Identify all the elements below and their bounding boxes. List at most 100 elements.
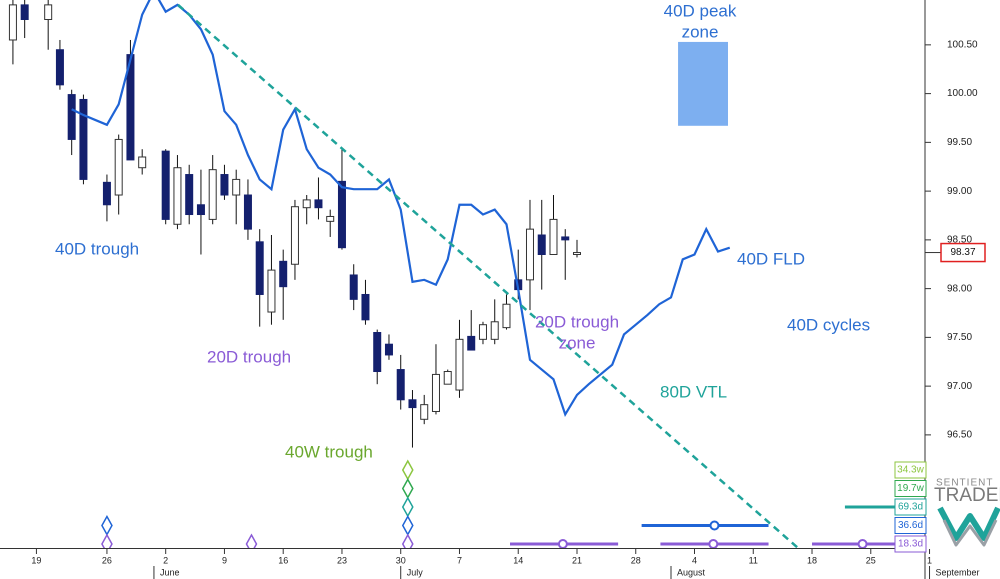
candle-body	[373, 332, 382, 373]
x-tick-label: 26	[102, 555, 112, 565]
annotation: 40D FLD	[737, 249, 805, 268]
cycle-label-box	[894, 461, 927, 479]
month-label: August	[677, 567, 706, 577]
candle-body	[173, 167, 182, 225]
y-tick-label: 98.00	[947, 283, 972, 294]
candle-body	[8, 4, 17, 41]
y-tick-label: 98.50	[947, 235, 972, 246]
last-price-label: 98.37	[950, 247, 975, 258]
candle-body	[561, 236, 570, 241]
x-tick-label: 2	[163, 555, 168, 565]
candle-body	[255, 241, 264, 295]
cycle-label: 69.3d	[898, 502, 923, 513]
x-tick-label: 18	[807, 555, 817, 565]
x-tick-label: 23	[337, 555, 347, 565]
candle-body	[79, 98, 88, 180]
candle-body	[55, 49, 64, 86]
candle-body	[314, 199, 323, 209]
candle-body	[467, 335, 476, 351]
candle-body	[126, 54, 135, 161]
candle-body	[326, 215, 335, 222]
candle-body	[455, 338, 464, 391]
brand-main: TRADER	[934, 485, 1000, 506]
candle-body	[114, 138, 123, 196]
x-tick-label: 16	[278, 555, 288, 565]
candle-body	[361, 293, 370, 321]
annotation: 20D trough	[535, 312, 619, 331]
candle-body	[161, 150, 170, 220]
cycle-label: 34.3w	[897, 465, 924, 476]
x-tick-label: 21	[572, 555, 582, 565]
candle-body	[420, 404, 429, 420]
x-tick-label: 19	[31, 555, 41, 565]
x-tick-label: 11	[749, 555, 758, 565]
annotation: 40W trough	[285, 442, 373, 461]
peak-zone	[678, 41, 728, 126]
annotation: zone	[559, 333, 596, 352]
y-tick-label: 99.00	[947, 186, 972, 197]
candle-body	[490, 321, 499, 340]
x-tick-label: 7	[457, 555, 462, 565]
candle-body	[220, 174, 229, 196]
candle-body	[232, 178, 241, 196]
trough-marker	[101, 533, 113, 548]
annotation: 80D VTL	[660, 382, 727, 401]
candle-body	[208, 169, 217, 220]
cycle-label-box	[894, 535, 927, 553]
candle-body	[102, 181, 111, 206]
cycle-label: 18.3d	[898, 539, 923, 550]
candle-body	[443, 371, 452, 385]
candle-body	[431, 373, 440, 412]
projection-center	[557, 539, 568, 548]
trough-marker	[245, 533, 258, 548]
y-tick-label: 99.50	[947, 137, 972, 148]
candle-body	[396, 369, 405, 401]
annotation: 20D trough	[207, 347, 291, 366]
y-tick-label: 97.50	[947, 332, 972, 343]
candle-body	[549, 218, 558, 255]
projection-center	[709, 520, 720, 531]
candle-body	[44, 4, 53, 21]
candle-body	[290, 206, 299, 265]
candle-body	[384, 343, 393, 356]
annotation: 40D cycles	[787, 315, 870, 334]
candle-body	[525, 228, 534, 281]
logo-stroke	[942, 519, 998, 547]
candle-body	[243, 194, 252, 230]
candle-body	[185, 174, 194, 216]
candle-body	[279, 260, 288, 288]
logo-stroke	[937, 506, 1000, 541]
y-tick-label: 100.50	[947, 39, 978, 50]
plot-area	[8, 0, 925, 548]
x-tick-label: 14	[513, 555, 523, 565]
month-label: June	[160, 567, 180, 577]
y-tick-label: 96.50	[947, 430, 972, 441]
y-tick-label: 97.00	[947, 381, 972, 392]
cycle-label-box	[894, 480, 927, 497]
trough-marker	[401, 533, 414, 548]
x-tick-label: 28	[631, 555, 641, 565]
cycle-label: 36.6d	[898, 520, 923, 531]
annotation: 40D trough	[55, 239, 139, 258]
cycle-label-box	[894, 517, 927, 534]
candle-body	[267, 269, 276, 313]
candle-body	[67, 94, 76, 140]
candle-body	[20, 4, 29, 21]
candle-body	[302, 199, 311, 209]
last-price-box	[940, 242, 986, 263]
candle-body	[572, 252, 581, 255]
candle-body	[337, 180, 346, 249]
projection-center	[708, 539, 719, 548]
candle-body	[478, 324, 487, 340]
y-tick-label: 100.00	[947, 88, 978, 99]
cycle-label-box	[894, 498, 927, 516]
candle-body	[502, 303, 511, 329]
x-tick-label: 1	[927, 555, 932, 565]
candle-body	[408, 399, 417, 409]
candle-body	[196, 204, 205, 216]
candle-body	[537, 234, 546, 255]
annotation: 40D peak	[664, 1, 737, 20]
trend-line	[177, 3, 800, 548]
